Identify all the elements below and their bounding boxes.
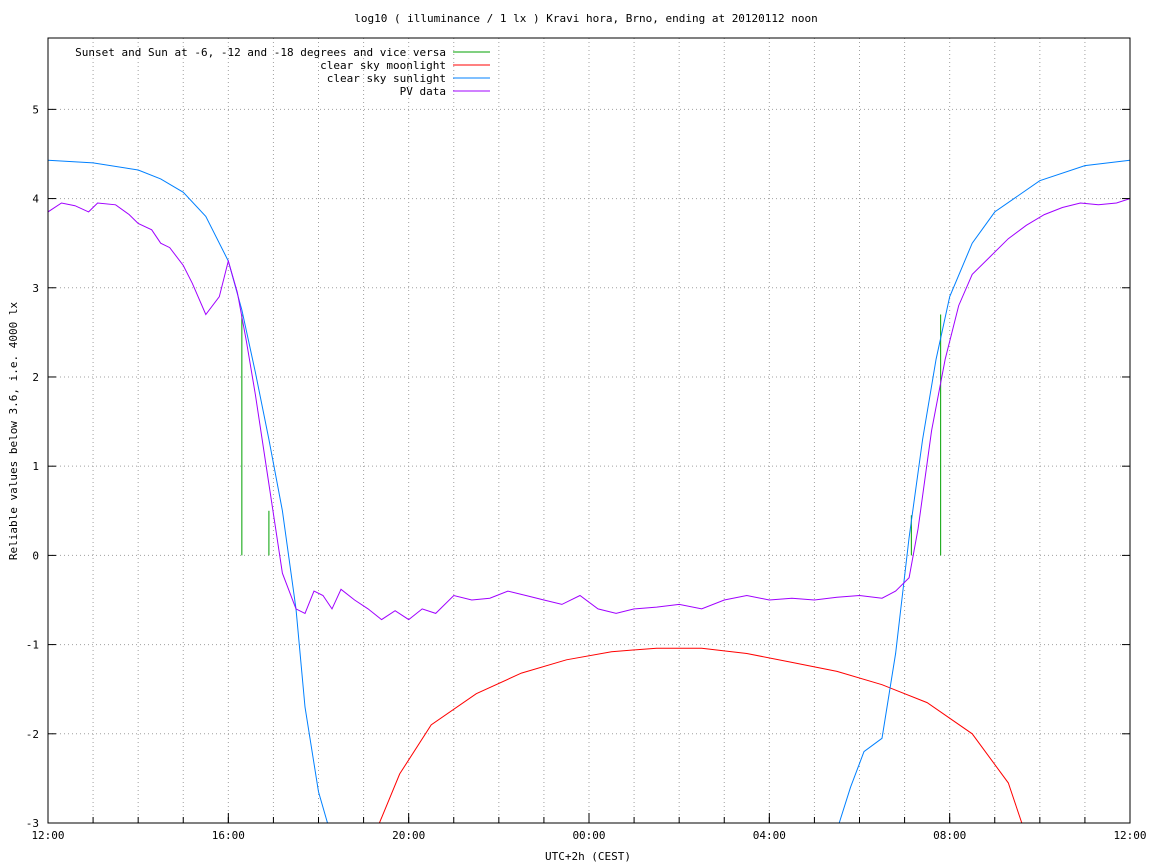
x-tick-label: 08:00 (933, 829, 966, 842)
y-axis-label: Reliable values below 3.6, i.e. 4000 lx (7, 301, 20, 560)
series-3-line (48, 198, 1130, 621)
series-1-line (378, 647, 1023, 823)
chart-title: log10 ( illuminance / 1 lx ) Kravi hora,… (354, 12, 818, 25)
x-axis-label: UTC+2h (CEST) (545, 850, 631, 863)
legend-label: clear sky sunlight (327, 72, 446, 85)
y-tick-label: 2 (32, 371, 39, 384)
x-tick-label: 04:00 (753, 829, 786, 842)
x-tick-label: 12:00 (31, 829, 64, 842)
legend-label: PV data (400, 85, 446, 98)
plot-frame (47, 37, 1131, 824)
legend: Sunset and Sun at -6, -12 and -18 degree… (75, 46, 490, 98)
grid (48, 38, 1130, 823)
y-tick-label: -2 (26, 728, 39, 741)
legend-label: clear sky moonlight (320, 59, 446, 72)
series-layer (48, 159, 1130, 823)
y-tick-label: 0 (32, 549, 39, 562)
x-tick-label: 16:00 (212, 829, 245, 842)
y-tick-label: 5 (32, 103, 39, 116)
x-tick-label: 20:00 (392, 829, 425, 842)
y-tick-label: -1 (26, 639, 39, 652)
y-tick-label: 3 (32, 282, 39, 295)
legend-label: Sunset and Sun at -6, -12 and -18 degree… (75, 46, 446, 59)
sun-angle-markers (241, 314, 942, 556)
x-tick-label: 00:00 (572, 829, 605, 842)
y-tick-label: 4 (32, 193, 39, 206)
series-2-line (48, 159, 1130, 823)
y-tick-label: 1 (32, 460, 39, 473)
y-tick-label: -3 (26, 817, 39, 830)
x-tick-label: 12:00 (1113, 829, 1146, 842)
